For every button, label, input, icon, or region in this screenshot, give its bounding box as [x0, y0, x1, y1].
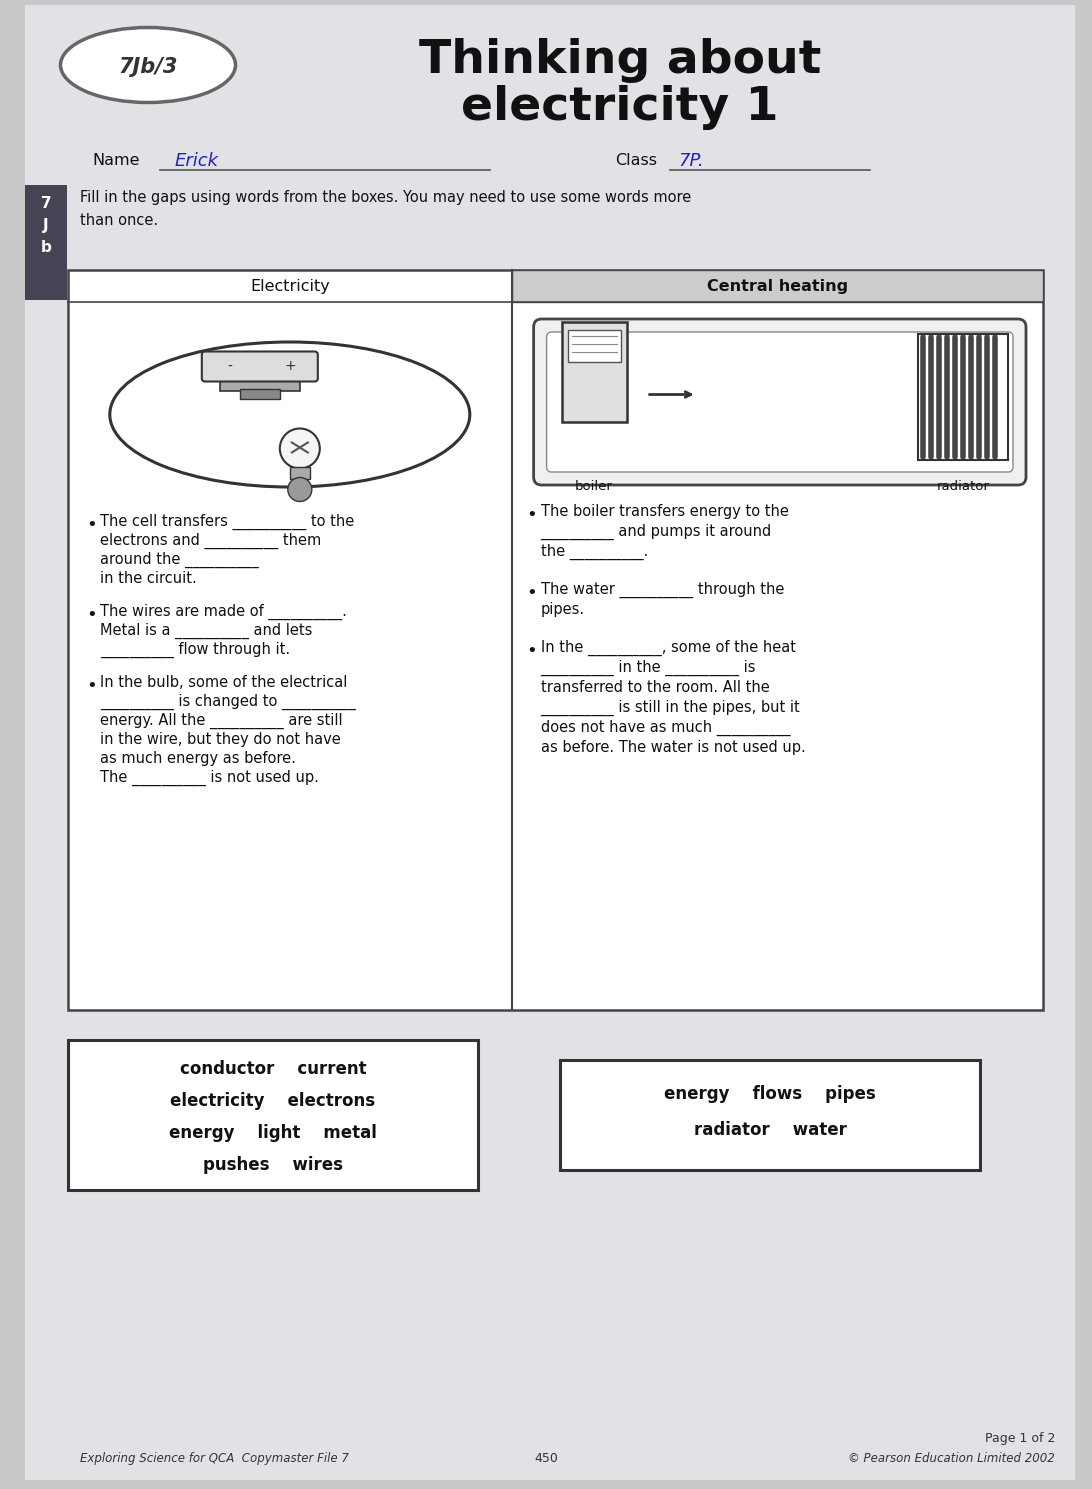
- Text: energy. All the __________ are still: energy. All the __________ are still: [100, 713, 343, 730]
- Text: •: •: [526, 584, 537, 602]
- Text: conductor    current: conductor current: [180, 1060, 366, 1078]
- Text: Fill in the gaps using words from the boxes. You may need to use some words more: Fill in the gaps using words from the bo…: [80, 191, 691, 228]
- FancyBboxPatch shape: [547, 332, 1013, 472]
- Text: •: •: [86, 677, 97, 695]
- Text: 450: 450: [534, 1452, 558, 1465]
- Text: •: •: [86, 517, 97, 535]
- Text: +: +: [284, 359, 296, 374]
- FancyBboxPatch shape: [560, 1060, 980, 1170]
- Text: 7Jb/3: 7Jb/3: [118, 57, 178, 77]
- Text: •: •: [526, 642, 537, 660]
- FancyBboxPatch shape: [289, 466, 310, 478]
- Text: electricity    electrons: electricity electrons: [170, 1091, 376, 1109]
- Text: pushes    wires: pushes wires: [203, 1155, 343, 1173]
- Text: the __________.: the __________.: [541, 543, 648, 560]
- Text: __________ and pumps it around: __________ and pumps it around: [541, 524, 772, 541]
- Text: Metal is a __________ and lets: Metal is a __________ and lets: [100, 622, 312, 639]
- Text: The water __________ through the: The water __________ through the: [541, 582, 784, 599]
- Text: __________ in the __________ is: __________ in the __________ is: [541, 660, 756, 676]
- Text: pipes.: pipes.: [541, 602, 584, 616]
- Text: J: J: [44, 217, 49, 232]
- Text: Name: Name: [92, 153, 140, 168]
- Text: Page 1 of 2: Page 1 of 2: [985, 1432, 1055, 1444]
- Text: The wires are made of __________.: The wires are made of __________.: [100, 605, 347, 621]
- FancyBboxPatch shape: [202, 351, 318, 381]
- FancyBboxPatch shape: [219, 377, 300, 390]
- Text: Class: Class: [615, 153, 657, 168]
- Text: Electricity: Electricity: [250, 278, 330, 293]
- Text: Central heating: Central heating: [707, 278, 847, 293]
- Text: __________ flow through it.: __________ flow through it.: [100, 642, 290, 658]
- Text: __________ is changed to __________: __________ is changed to __________: [100, 694, 356, 710]
- FancyBboxPatch shape: [568, 331, 620, 362]
- Text: The boiler transfers energy to the: The boiler transfers energy to the: [541, 503, 788, 520]
- Ellipse shape: [60, 27, 236, 103]
- Text: Erick: Erick: [175, 152, 219, 170]
- FancyBboxPatch shape: [68, 1039, 478, 1190]
- Text: transferred to the room. All the: transferred to the room. All the: [541, 680, 770, 695]
- Text: Exploring Science for QCA  Copymaster File 7: Exploring Science for QCA Copymaster Fil…: [80, 1452, 348, 1465]
- Text: around the __________: around the __________: [100, 552, 259, 569]
- FancyBboxPatch shape: [68, 270, 1043, 1010]
- Text: The cell transfers __________ to the: The cell transfers __________ to the: [100, 514, 354, 530]
- Text: radiator    water: radiator water: [693, 1121, 846, 1139]
- FancyBboxPatch shape: [534, 319, 1026, 485]
- Text: •: •: [526, 506, 537, 524]
- Text: -: -: [227, 359, 233, 374]
- Text: in the circuit.: in the circuit.: [100, 570, 197, 587]
- Text: as before. The water is not used up.: as before. The water is not used up.: [541, 740, 806, 755]
- Text: electrons and __________ them: electrons and __________ them: [100, 533, 321, 549]
- Text: © Pearson Education Limited 2002: © Pearson Education Limited 2002: [848, 1452, 1055, 1465]
- FancyBboxPatch shape: [25, 4, 1075, 1480]
- Text: In the bulb, some of the electrical: In the bulb, some of the electrical: [100, 675, 347, 689]
- Text: energy    flows    pipes: energy flows pipes: [664, 1085, 876, 1103]
- FancyBboxPatch shape: [240, 389, 280, 399]
- Text: The __________ is not used up.: The __________ is not used up.: [100, 770, 319, 786]
- Text: boiler: boiler: [575, 479, 613, 493]
- Text: __________ is still in the pipes, but it: __________ is still in the pipes, but it: [541, 700, 800, 716]
- FancyBboxPatch shape: [561, 322, 627, 421]
- FancyBboxPatch shape: [25, 185, 67, 299]
- Text: energy    light    metal: energy light metal: [169, 1124, 377, 1142]
- Text: •: •: [86, 606, 97, 624]
- Circle shape: [288, 478, 312, 502]
- FancyBboxPatch shape: [512, 270, 1043, 302]
- Text: Thinking about: Thinking about: [419, 39, 821, 83]
- Text: In the __________, some of the heat: In the __________, some of the heat: [541, 640, 796, 657]
- Text: does not have as much __________: does not have as much __________: [541, 721, 791, 736]
- Text: in the wire, but they do not have: in the wire, but they do not have: [100, 733, 341, 747]
- Text: electricity 1: electricity 1: [461, 85, 779, 130]
- Circle shape: [280, 429, 320, 469]
- Text: radiator: radiator: [937, 479, 989, 493]
- Text: 7: 7: [40, 197, 51, 211]
- Text: as much energy as before.: as much energy as before.: [100, 750, 296, 765]
- Text: b: b: [40, 240, 51, 255]
- Text: 7P.: 7P.: [678, 152, 703, 170]
